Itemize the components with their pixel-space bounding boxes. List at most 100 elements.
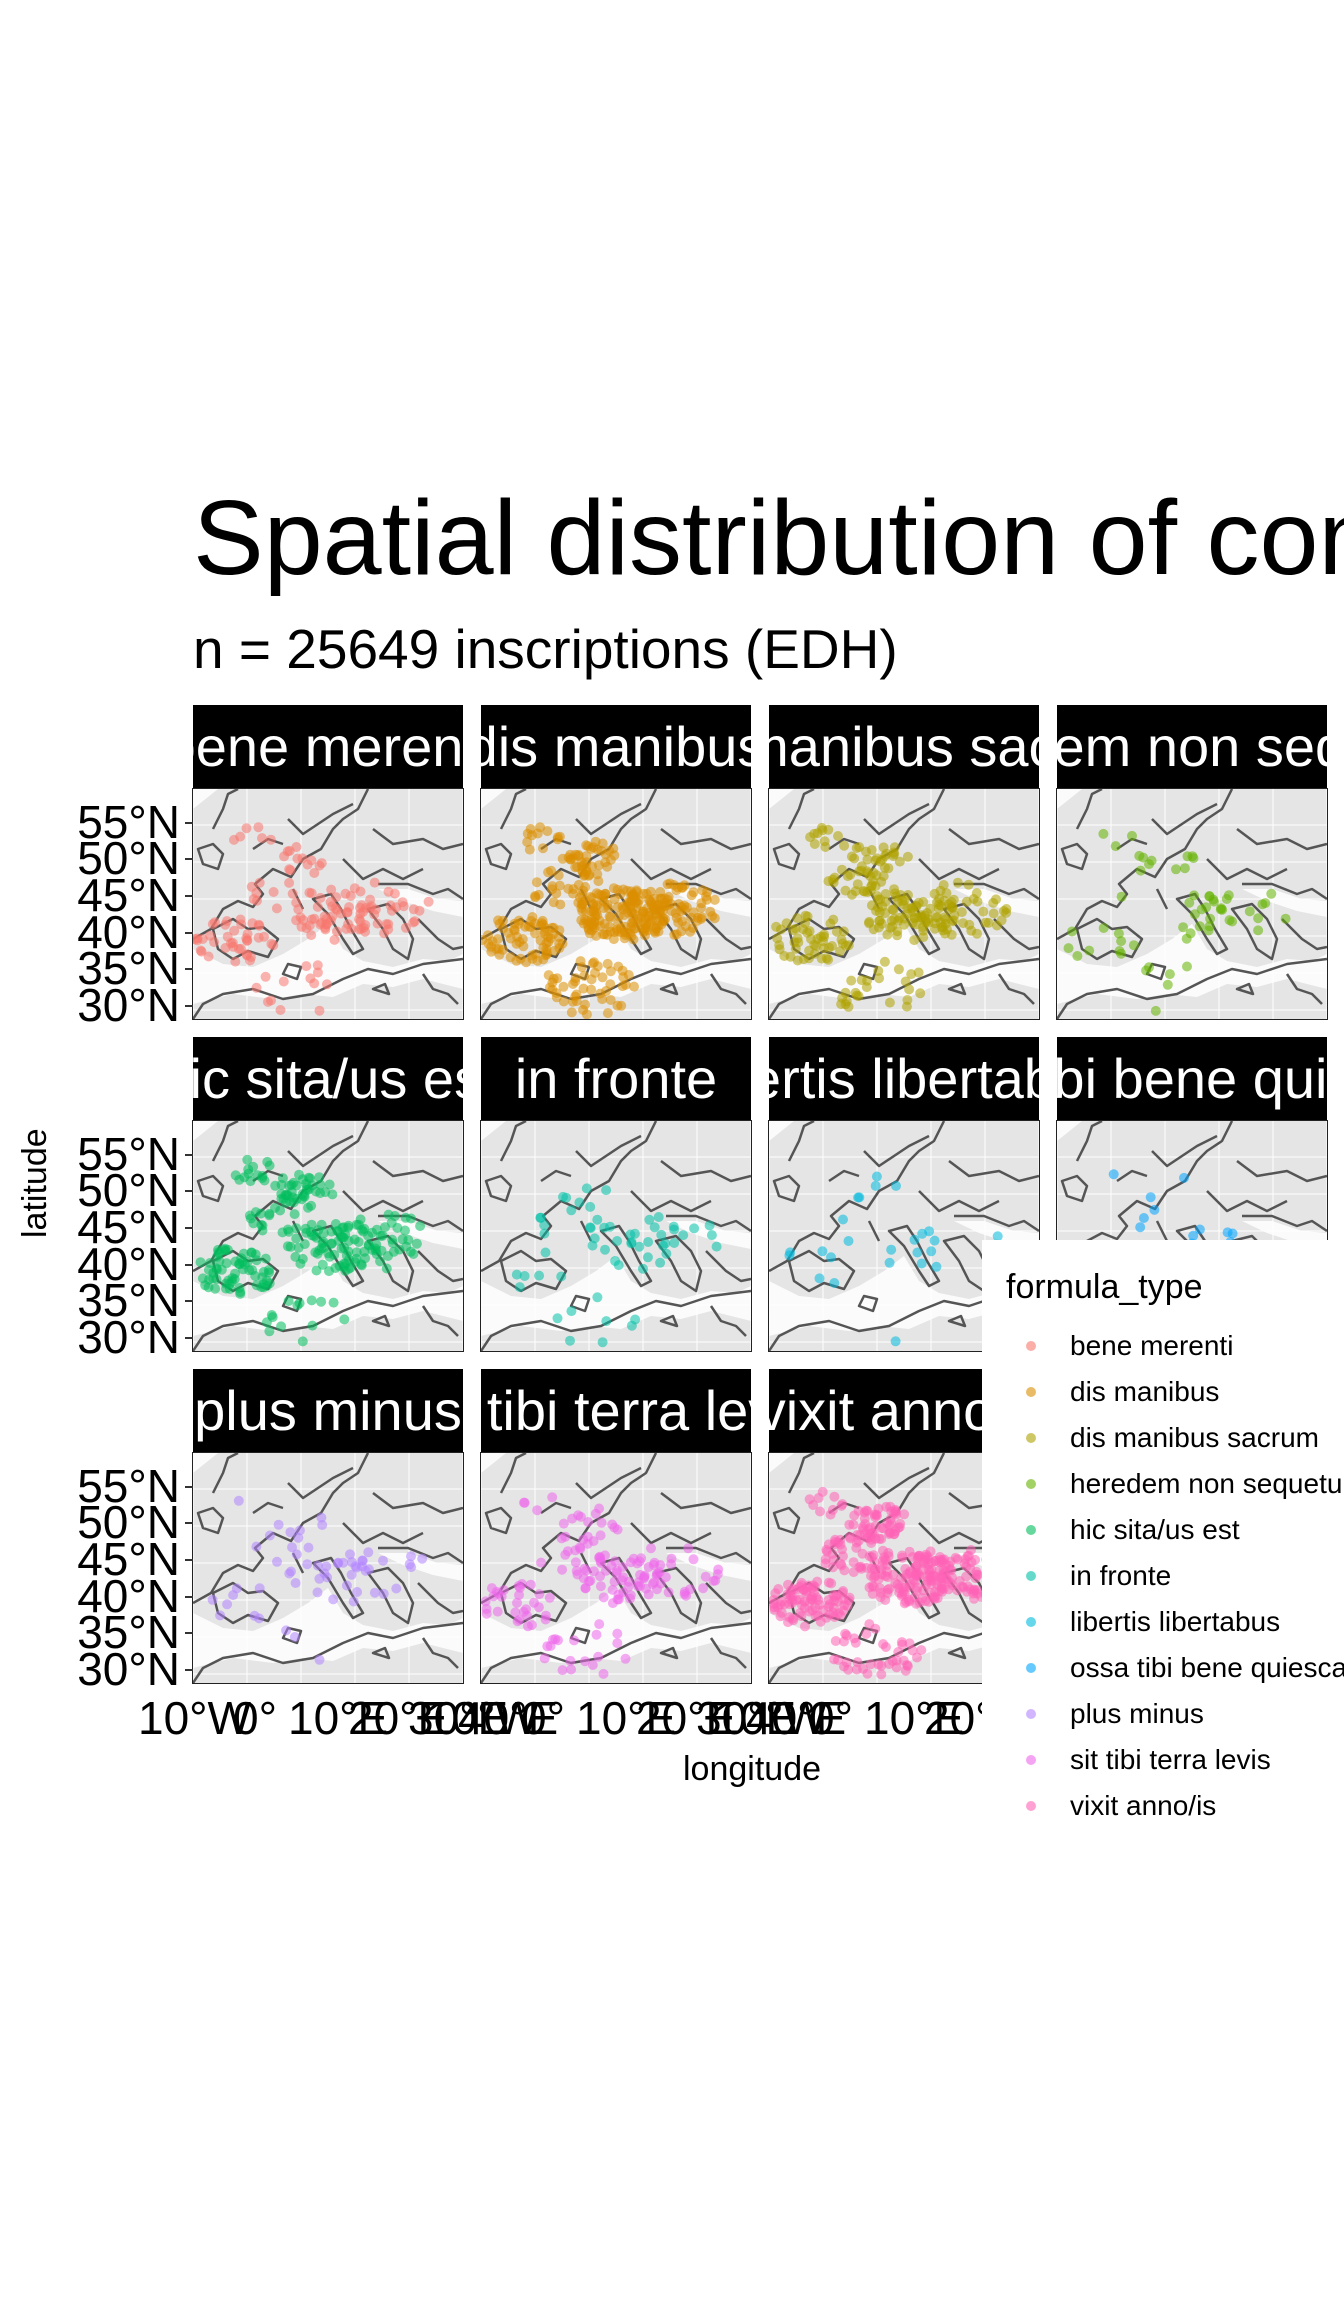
inscription-point [609, 1522, 620, 1533]
inscription-point [565, 1335, 575, 1346]
inscription-point [610, 1556, 621, 1567]
inscription-point [899, 1598, 910, 1609]
inscription-point [209, 937, 220, 948]
inscription-point [286, 1566, 296, 1577]
facet-label: libertis libertabus [769, 1047, 1039, 1110]
inscription-point [672, 882, 683, 893]
inscription-point [888, 905, 899, 915]
inscription-point [916, 1258, 927, 1269]
inscription-point [488, 1591, 499, 1602]
inscription-point [879, 956, 890, 967]
inscription-point [923, 917, 934, 928]
inscription-point [983, 1562, 994, 1573]
inscription-point [612, 1236, 623, 1246]
inscription-point [644, 907, 655, 918]
inscription-point [293, 1242, 304, 1253]
inscription-point [1098, 828, 1109, 839]
inscription-point [864, 1619, 875, 1630]
inscription-point [895, 890, 906, 900]
inscription-point [794, 1582, 805, 1592]
inscription-point [1204, 921, 1215, 932]
country-border [1175, 1224, 1229, 1288]
inscription-point [927, 1592, 938, 1603]
inscription-point [381, 919, 392, 930]
country-border [1242, 1214, 1327, 1233]
map-canvas [193, 1121, 463, 1351]
inscription-point [830, 1534, 841, 1545]
inscription-point [235, 1288, 246, 1299]
inscription-point [676, 926, 687, 937]
inscription-point [514, 937, 525, 947]
inscription-point [622, 907, 633, 918]
inscription-point [628, 908, 639, 919]
country-border [252, 1169, 424, 1242]
x-tick-label: 40°E [1034, 1692, 1135, 1744]
inscription-point [277, 1227, 288, 1238]
inscription-point [367, 1227, 378, 1238]
inscription-point [491, 1586, 502, 1597]
inscription-point [815, 1616, 826, 1627]
inscription-point [918, 932, 929, 943]
inscription-point [486, 946, 497, 957]
inscription-point [865, 1532, 876, 1543]
inscription-point [491, 944, 502, 954]
inscription-point [586, 914, 597, 925]
inscription-point [641, 888, 652, 899]
inscription-point [605, 979, 616, 990]
inscription-point [1145, 1192, 1156, 1203]
inscription-point [781, 918, 792, 929]
legend-label: plus minus [1070, 1698, 1204, 1729]
inscription-point [576, 962, 587, 973]
inscription-point [936, 1573, 947, 1584]
inscription-point [344, 902, 354, 913]
country-border [575, 802, 751, 851]
inscription-point [257, 1173, 268, 1183]
inscription-point [878, 1545, 888, 1556]
inscription-point [509, 924, 520, 935]
inscription-point [658, 1240, 668, 1251]
inscription-point [855, 1530, 865, 1541]
inscription-point [601, 1185, 612, 1196]
inscription-point [679, 880, 690, 891]
inscription-point [301, 923, 312, 934]
inscription-point [320, 922, 331, 933]
inscription-point [539, 928, 550, 939]
inscription-point [688, 887, 699, 898]
inscription-point [316, 1243, 327, 1254]
figure-subtitle: n = 25649 inscriptions (EDH) [193, 618, 898, 680]
inscription-point [914, 1570, 925, 1581]
inscription-point [325, 897, 336, 907]
inscription-point [215, 1610, 226, 1621]
inscription-point [841, 1657, 852, 1668]
inscription-point [264, 1267, 274, 1278]
inscription-point [1244, 1247, 1255, 1258]
facet-strip: ossa tibi bene quiescant [1057, 1037, 1327, 1121]
country-border [857, 1294, 967, 1328]
inscription-point [519, 1497, 529, 1508]
inscription-point [884, 1257, 895, 1268]
inscription-point [991, 894, 1001, 905]
inscription-point [291, 915, 302, 926]
inscription-point [659, 893, 670, 904]
inscription-point [636, 911, 647, 922]
inscription-point [640, 913, 651, 924]
inscription-point [1109, 1253, 1120, 1263]
inscription-point [314, 1005, 325, 1016]
inscription-point [925, 903, 936, 914]
inscription-point [572, 1569, 583, 1580]
inscription-point [916, 910, 927, 921]
inscription-point [481, 1608, 492, 1619]
inscription-point [592, 910, 603, 921]
inscription-point [908, 1574, 919, 1585]
inscription-point [939, 895, 950, 906]
inscription-point [877, 1560, 888, 1570]
inscription-point [1064, 1271, 1075, 1282]
inscription-point [796, 1600, 807, 1610]
inscription-point [608, 883, 619, 894]
inscription-point [593, 876, 604, 887]
y-tick-mark [185, 1190, 193, 1192]
inscription-point [907, 906, 918, 917]
inscription-point [688, 907, 699, 918]
inscription-point [929, 1593, 940, 1604]
inscription-point [417, 1553, 428, 1564]
